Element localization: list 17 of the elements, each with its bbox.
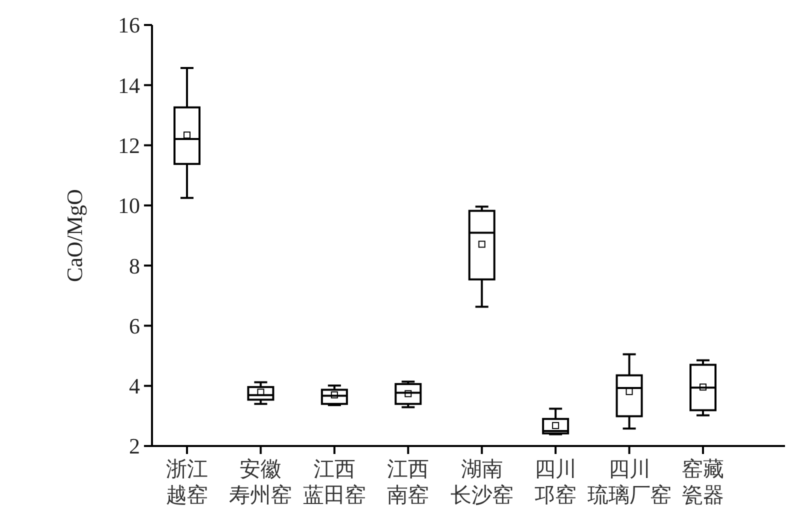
x-tick-label: 安徽寿州窑 [229, 457, 292, 507]
y-tick-label: 12 [118, 132, 140, 158]
x-tick-label: 江西蓝田窑 [302, 457, 366, 507]
x-tick-label: 四川琉璃厂窑 [587, 457, 672, 507]
x-tick-label: 江西南窑 [387, 457, 430, 507]
x-tick-label: 浙江越窑 [166, 457, 208, 507]
y-tick-label: 4 [129, 374, 140, 399]
y-tick-label: 2 [129, 434, 140, 459]
y-axis-title: CaO/MgO [62, 189, 87, 282]
x-tick-label: 四川邛窑 [534, 457, 577, 507]
y-tick-label: 14 [118, 72, 140, 98]
x-tick-label: 湖南长沙窑 [450, 457, 514, 507]
y-tick-label: 6 [129, 313, 140, 338]
y-tick-label: 16 [118, 12, 140, 38]
y-tick-label: 10 [118, 193, 140, 218]
x-tick-label: 窑藏瓷器 [682, 457, 724, 507]
y-tick-label: 8 [129, 253, 140, 278]
